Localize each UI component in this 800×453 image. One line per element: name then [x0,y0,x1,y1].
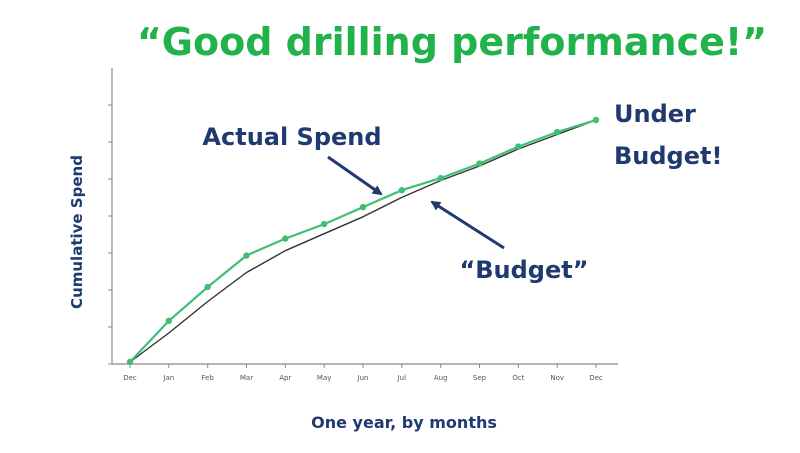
x-tick-label: Dec [123,374,137,382]
arrow-budget [430,200,505,250]
x-tick-label: Dec [589,374,603,382]
x-tick-label: Sep [473,374,487,382]
data-point-actual-spend [320,220,328,228]
data-point-actual-spend [359,203,367,211]
x-tick-label: Apr [279,374,291,382]
annotation-under: Under [614,100,696,128]
x-tick-label: Aug [434,374,448,382]
data-point-actual-spend [515,143,522,150]
x-tick-label: Jul [397,374,407,382]
data-point-actual-spend [592,116,600,124]
annotation-budget: “Budget” [459,256,588,284]
y-axis-label: Cumulative Spend [68,155,86,309]
data-point-actual-spend [165,317,173,325]
data-point-actual-spend [282,235,289,242]
data-point-actual-spend [476,160,483,167]
series-line-actual-spend [129,118,597,363]
y-axis-ticks [108,104,112,365]
data-point-actual-spend [126,358,134,366]
series-lines [129,118,597,363]
series-line-budget [129,119,597,363]
annotation-actual-spend: Actual Spend [202,123,381,151]
x-tick-label: Feb [201,374,214,382]
x-axis-label: One year, by months [311,413,497,432]
x-tick-label: Nov [550,374,564,382]
data-point-actual-spend [437,174,444,182]
x-tick-label: Oct [512,374,524,382]
data-point-actual-spend [398,186,406,194]
x-tick-label: May [317,374,331,382]
data-point-actual-spend [553,128,561,136]
x-tick-label: Jun [357,374,369,382]
arrow-actual-spend [327,155,383,196]
chart-title: “Good drilling performance!” [137,20,767,64]
x-axis-ticks: Dec Jan Feb Mar Apr May Jun Jul Aug Sep Oct Nov Dec [123,364,603,382]
annotation-budget-exclaim: Budget! [614,142,722,170]
x-tick-label: Mar [240,374,253,382]
data-point-actual-spend [204,283,211,291]
series-markers [126,116,600,366]
data-point-actual-spend [243,252,250,259]
x-tick-label: Jan [162,374,174,382]
